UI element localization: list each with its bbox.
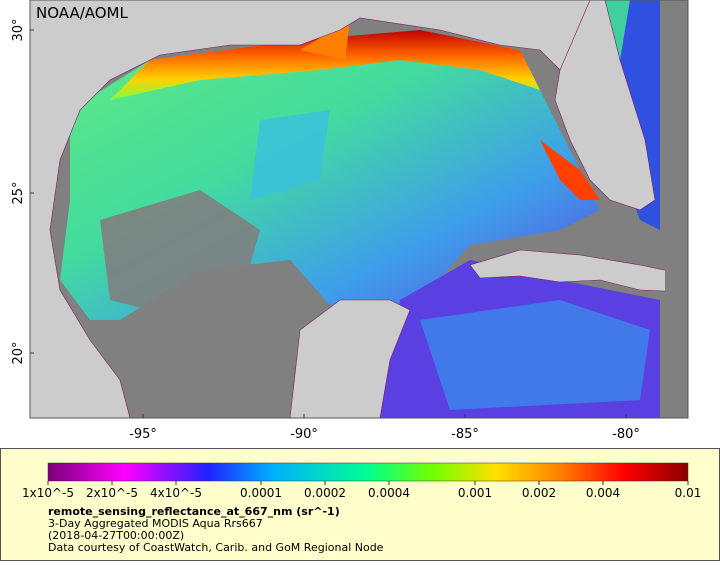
lat-label: 25° [11,181,26,204]
land-cuba [469,249,689,293]
colorbar-label: 0.0001 [240,486,282,500]
lat-label: 20° [11,341,26,364]
colorbar-label: 2x10^-5 [86,486,138,500]
legend-line: (2018-04-27T00:00:00Z) [48,529,184,542]
map-frame [29,0,689,419]
lon-label: -95° [129,427,157,442]
map [29,0,689,419]
land-north-america [29,0,601,419]
colorbar-label: 0.0002 [304,486,346,500]
land-florida [554,0,656,211]
colorbar [47,462,689,482]
lat-label: 30° [11,18,26,41]
colorbar-label: 0.001 [458,486,492,500]
coastal-high [110,30,540,100]
colorbar-label: 0.0004 [368,486,410,500]
lon-label: -90° [290,427,318,442]
colorbar-label: 0.004 [586,486,620,500]
colorbar-label: 0.01 [675,486,702,500]
legend-line: 3-Day Aggregated MODIS Aqua Rrs667 [48,517,263,530]
no-data [100,190,260,310]
colorbar-label: 1x10^-5 [22,486,74,500]
legend-line: Data courtesy of CoastWatch, Carib. and … [48,541,384,554]
coastal-high [540,140,600,200]
lon-label: -80° [612,427,640,442]
lon-label: -85° [451,427,479,442]
land-yucatan [289,299,411,419]
colorbar-label: 4x10^-5 [150,486,202,500]
reflectance-field [250,110,330,200]
variable-name: remote_sensing_reflectance_at_667_nm (sr… [48,505,340,518]
credit: NOAA/AOML [36,4,129,22]
reflectance-field [420,300,650,410]
no-data [660,0,688,418]
colorbar-label: 0.002 [522,486,556,500]
